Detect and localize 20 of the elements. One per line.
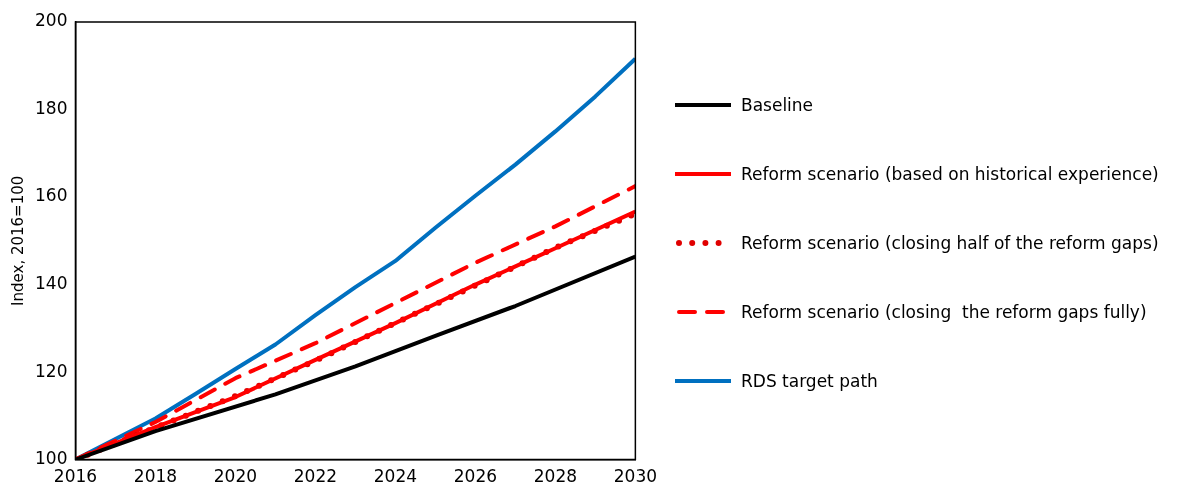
y-axis-title: Index, 2016=100	[8, 175, 27, 306]
x-tick-label: 2024	[373, 466, 418, 487]
x-tick-label: 2018	[133, 466, 178, 487]
x-tick-label: 2030	[613, 466, 657, 487]
legend-label: Reform scenario (closing half of the reform gaps)	[741, 232, 1159, 253]
legend-label: Reform scenario (based on historical experience)	[741, 163, 1159, 184]
x-tick-label: 2020	[213, 466, 258, 487]
y-tick-label: 180	[34, 97, 68, 118]
x-tick-label: 2026	[453, 466, 498, 487]
y-tick-label: 100	[34, 448, 68, 469]
legend-label: RDS target path	[741, 370, 878, 391]
x-tick-label: 2028	[533, 466, 578, 487]
y-tick-label: 120	[34, 360, 68, 381]
x-tick-label: 2022	[293, 466, 338, 487]
y-tick-label: 160	[34, 185, 68, 206]
y-tick-label: 200	[34, 10, 68, 31]
y-tick-label: 140	[34, 272, 68, 293]
legend-label: Baseline	[741, 94, 814, 115]
x-tick-label: 2016	[53, 466, 98, 487]
legend-label: Reform scenario (closing the reform gaps fully)	[741, 301, 1147, 322]
